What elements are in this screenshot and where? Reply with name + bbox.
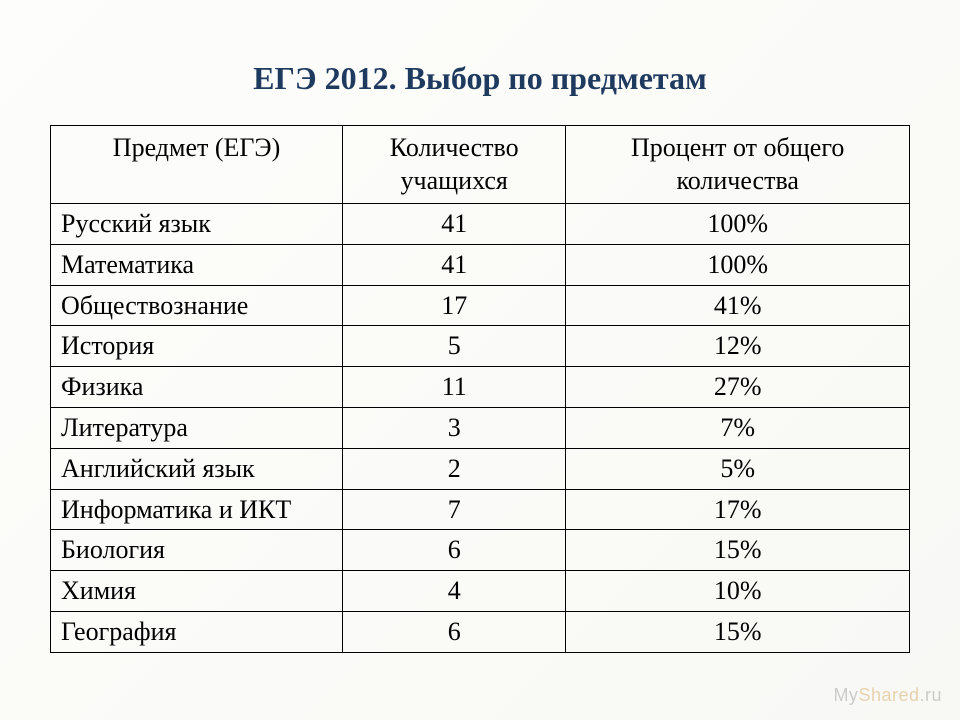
col-header-percent: Процент от общего количества [566,126,910,204]
page-title: ЕГЭ 2012. Выбор по предметам [50,60,910,97]
table-row: Русский язык41100% [51,204,910,245]
watermark-ext: .ru [919,685,942,705]
table-row: Математика41100% [51,244,910,285]
cell-percent: 15% [566,611,910,652]
cell-percent: 100% [566,244,910,285]
cell-subject: Информатика и ИКТ [51,489,343,530]
watermark-suffix: Shared [858,685,919,705]
table-row: Обществознание1741% [51,285,910,326]
cell-count: 4 [343,571,566,612]
subjects-table: Предмет (ЕГЭ) Количество учащихся Процен… [50,125,910,653]
table-row: Информатика и ИКТ717% [51,489,910,530]
table-header-row: Предмет (ЕГЭ) Количество учащихся Процен… [51,126,910,204]
cell-subject: Обществознание [51,285,343,326]
cell-count: 11 [343,367,566,408]
cell-percent: 10% [566,571,910,612]
cell-percent: 15% [566,530,910,571]
table-row: Английский язык25% [51,448,910,489]
table-row: Физика1127% [51,367,910,408]
cell-count: 7 [343,489,566,530]
cell-subject: География [51,611,343,652]
cell-count: 5 [343,326,566,367]
cell-count: 6 [343,611,566,652]
col-header-count: Количество учащихся [343,126,566,204]
cell-count: 2 [343,448,566,489]
cell-percent: 5% [566,448,910,489]
cell-count: 6 [343,530,566,571]
cell-subject: Биология [51,530,343,571]
cell-subject: Литература [51,407,343,448]
cell-count: 41 [343,244,566,285]
cell-subject: Химия [51,571,343,612]
cell-subject: Физика [51,367,343,408]
cell-count: 3 [343,407,566,448]
cell-count: 17 [343,285,566,326]
cell-percent: 41% [566,285,910,326]
cell-subject: Английский язык [51,448,343,489]
table-row: Химия410% [51,571,910,612]
cell-percent: 100% [566,204,910,245]
cell-percent: 7% [566,407,910,448]
table-row: География615% [51,611,910,652]
cell-count: 41 [343,204,566,245]
cell-percent: 17% [566,489,910,530]
cell-percent: 12% [566,326,910,367]
col-header-subject: Предмет (ЕГЭ) [51,126,343,204]
cell-subject: История [51,326,343,367]
watermark: MyShared.ru [833,685,942,706]
table-row: Литература37% [51,407,910,448]
watermark-prefix: My [833,685,858,705]
cell-percent: 27% [566,367,910,408]
cell-subject: Математика [51,244,343,285]
table-row: История512% [51,326,910,367]
table-row: Биология615% [51,530,910,571]
cell-subject: Русский язык [51,204,343,245]
